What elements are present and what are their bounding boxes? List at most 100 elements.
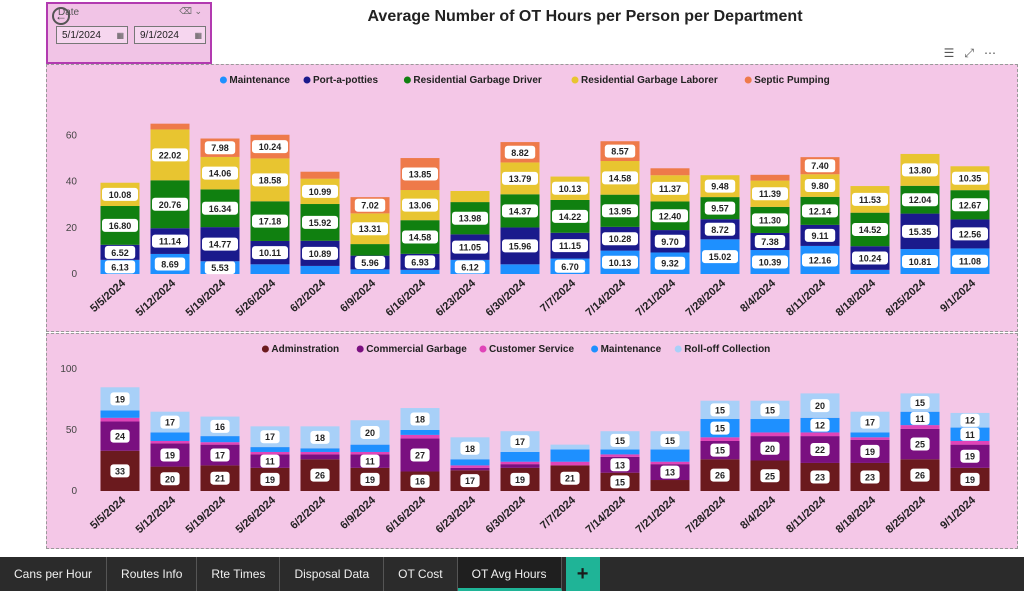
data-label: 10.08 [109, 190, 132, 200]
legend-marker [571, 76, 579, 84]
data-label-box [202, 201, 238, 215]
data-label-box [804, 159, 836, 173]
data-label-box [460, 441, 480, 455]
bar-segment [800, 432, 840, 437]
eraser-icon[interactable]: ⌫ [179, 6, 192, 16]
data-label: 10.13 [559, 184, 582, 194]
data-label: 33 [115, 466, 125, 476]
tab-cans-per-hour[interactable]: Cans per Hour [0, 557, 108, 591]
tab-routes-info[interactable]: Routes Info [107, 557, 198, 591]
x-tick-label: 8/18/2024 [834, 494, 879, 536]
data-label: 12 [815, 421, 825, 431]
data-label-box [410, 412, 430, 426]
bar-segment [150, 440, 190, 444]
x-tick-label: 8/11/2024 [784, 494, 829, 536]
back-arrow-icon[interactable]: ← [52, 7, 70, 25]
data-label: 11.05 [459, 243, 481, 253]
data-label: 11.39 [759, 189, 781, 199]
data-label-box [910, 468, 930, 482]
tab-ot-avg-hours[interactable]: OT Avg Hours [457, 557, 562, 591]
data-label-box [210, 471, 230, 485]
data-label: 21 [215, 474, 225, 484]
data-label-box [160, 415, 180, 429]
x-tick-label: 8/25/2024 [884, 277, 929, 319]
tab-disposal-data[interactable]: Disposal Data [280, 557, 385, 591]
focus-mode-icon[interactable]: ⤢ [964, 46, 984, 60]
bar-segment [300, 265, 340, 274]
data-label-box [510, 435, 530, 449]
data-label: 22.02 [159, 150, 182, 160]
data-label: 13.06 [409, 201, 432, 211]
data-label-box [352, 222, 388, 236]
bar-segment [350, 444, 390, 452]
x-tick-label: 7/7/2024 [538, 277, 579, 315]
data-label: 15.96 [509, 241, 532, 251]
bar-segment [950, 440, 990, 445]
data-label: 20 [365, 428, 375, 438]
legend-label: Adminstration [271, 344, 339, 355]
data-label: 6.12 [461, 262, 479, 272]
data-label-box [554, 259, 586, 273]
data-label: 6.93 [411, 257, 429, 267]
data-label: 9.57 [711, 204, 729, 214]
data-label: 19 [115, 394, 125, 404]
tab-rte-times[interactable]: Rte Times [197, 557, 281, 591]
data-label: 8.69 [161, 259, 179, 269]
x-tick-label: 7/21/2024 [634, 277, 679, 319]
filter-icon[interactable]: ☰ [943, 46, 965, 60]
calendar-icon[interactable]: ▦ [194, 31, 202, 40]
legend-label: Commercial Garbage [366, 344, 467, 355]
bar-segment [750, 174, 790, 181]
data-label: 26 [715, 471, 725, 481]
data-label-box [452, 211, 488, 225]
data-label-box [960, 472, 980, 486]
data-label: 25 [765, 471, 775, 481]
data-label: 17 [165, 418, 175, 428]
data-label: 18 [415, 415, 425, 425]
data-label: 18 [465, 444, 475, 454]
data-label: 19 [865, 447, 875, 457]
data-label-box [502, 239, 538, 253]
page-tab-bar: Cans per Hour Routes Info Rte Times Disp… [0, 557, 1024, 591]
data-label: 11 [265, 457, 275, 467]
add-page-button[interactable]: + [565, 557, 600, 591]
x-tick-label: 5/26/2024 [234, 277, 279, 319]
date-slicer[interactable]: Date ⌫ ⌄ 5/1/2024 ▦ 9/1/2024 ▦ [46, 2, 212, 64]
data-label: 11.30 [759, 215, 781, 225]
bar-segment [150, 432, 190, 441]
data-label-box [752, 187, 788, 201]
data-label-box [652, 209, 688, 223]
data-label-box [204, 261, 236, 275]
chevron-down-icon[interactable]: ⌄ [194, 6, 202, 16]
more-options-icon[interactable]: ⋯ [984, 46, 1006, 60]
x-tick-label: 6/2/2024 [288, 494, 329, 532]
data-label: 13.95 [609, 206, 632, 216]
data-label: 26 [915, 471, 925, 481]
calendar-icon[interactable]: ▦ [116, 31, 124, 40]
legend-marker [744, 76, 752, 84]
tab-ot-cost[interactable]: OT Cost [384, 557, 458, 591]
x-tick-label: 8/25/2024 [884, 494, 929, 536]
data-label-box [960, 449, 980, 463]
data-label-box [704, 201, 736, 215]
end-date-input[interactable]: 9/1/2024 ▦ [134, 26, 206, 44]
data-label: 11 [965, 430, 975, 440]
data-label: 9.48 [711, 182, 729, 192]
bar-segment [550, 444, 590, 450]
data-label-box [952, 198, 988, 212]
data-label-box [604, 144, 636, 158]
x-tick-label: 6/30/2024 [484, 277, 529, 319]
data-label: 7.38 [761, 237, 779, 247]
stacked-bar-chart-1: Maintenance Port-a-potties Residential Gar… [66, 75, 990, 319]
x-tick-label: 6/23/2024 [434, 277, 479, 319]
ot-hours-chart-admin: Adminstration Commercial Garbage Customer … [46, 333, 1018, 549]
data-label: 15 [715, 424, 725, 434]
data-label-box [610, 433, 630, 447]
data-label-box [210, 419, 230, 433]
legend-label: Residential Garbage Driver [413, 75, 541, 86]
bar-segment [450, 467, 490, 471]
x-tick-label: 5/5/2024 [88, 494, 129, 532]
start-date-input[interactable]: 5/1/2024 ▦ [56, 26, 128, 44]
data-label: 17 [215, 451, 225, 461]
data-label-box [810, 399, 830, 413]
